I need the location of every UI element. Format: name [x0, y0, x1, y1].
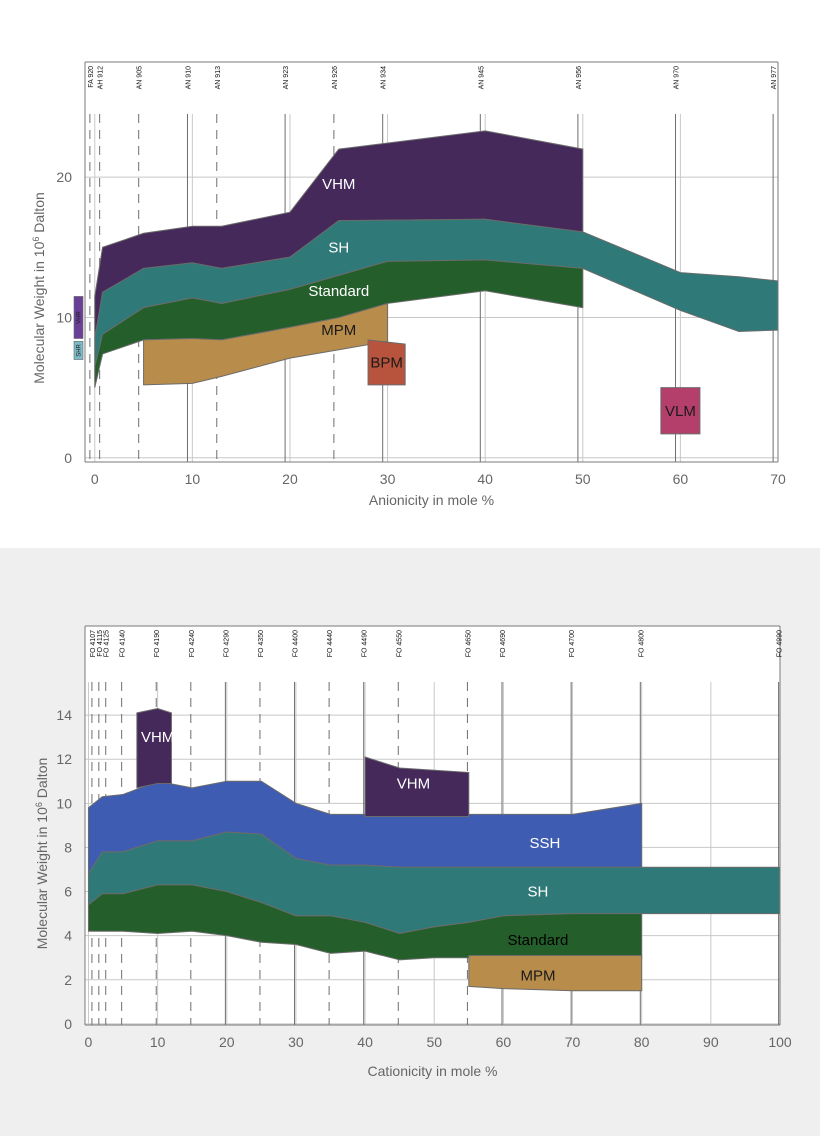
sidebar-shr-label: SHR	[77, 343, 83, 356]
product-label-fo-4125: FO 4125	[104, 630, 111, 657]
box-bpm-label: BPM	[370, 354, 403, 371]
sidebar-vhr-label: VHR	[77, 310, 83, 323]
y-tick-label: 2	[64, 972, 72, 988]
product-label-an-977: AN 977	[771, 66, 778, 89]
x-tick-label: 40	[357, 1034, 373, 1050]
product-label-an-956: AN 956	[576, 66, 583, 89]
product-label-an-913: AN 913	[215, 66, 222, 89]
y-axis-label-suffix: Dalton	[31, 192, 47, 236]
product-label-an-970: AN 970	[674, 66, 681, 89]
x-axis-label: Cationicity in mole %	[368, 1063, 498, 1079]
y-axis-label-suffix: Dalton	[34, 758, 50, 802]
product-label-fo-4440: FO 4440	[327, 630, 334, 657]
x-tick-label: 50	[426, 1034, 442, 1050]
band-ssh-label: SSH	[529, 835, 560, 852]
band-vhm-label: VHM	[397, 775, 430, 792]
product-label-fo-4400: FO 4400	[293, 630, 300, 657]
product-label-fo-4650: FO 4650	[465, 630, 472, 657]
y-tick-label: 12	[56, 751, 72, 767]
product-label-fo-4700: FO 4700	[569, 630, 576, 657]
y-tick-label: 4	[64, 928, 72, 944]
x-axis-label: Anionicity in mole %	[369, 492, 494, 508]
y-tick-label: 14	[56, 707, 72, 723]
band-mpm-label: MPM	[520, 967, 555, 984]
x-tick-label: 90	[703, 1034, 719, 1050]
x-tick-label: 100	[768, 1034, 792, 1050]
product-label-fo-4350: FO 4350	[258, 630, 265, 657]
x-tick-label: 20	[282, 471, 298, 487]
y-tick-label: 10	[56, 795, 72, 811]
product-label-fo-4690: FO 4690	[500, 630, 507, 657]
y-tick-label: 0	[64, 450, 72, 466]
band-standard-label: Standard	[308, 283, 369, 300]
x-tick-label: 10	[150, 1034, 166, 1050]
product-label-an-910: AN 910	[185, 66, 192, 89]
product-label-an-945: AN 945	[478, 66, 485, 89]
anionic-chart: BPM VLM VHM SH Standard MPM VHR SHR FA 920 AH 912…	[31, 61, 786, 508]
x-tick-label: 0	[85, 1034, 93, 1050]
band-vhm-area	[364, 756, 470, 818]
sidebar-vhr	[73, 296, 84, 339]
band-mpm-area	[143, 302, 389, 386]
box-vlm-area	[660, 387, 701, 435]
y-tick-label: 20	[56, 169, 72, 185]
band-mpm-label: MPM	[321, 322, 356, 339]
product-label-fo-4290: FO 4290	[223, 630, 230, 657]
x-tick-label: 30	[380, 471, 396, 487]
product-label-an-923: AN 923	[283, 66, 290, 89]
product-label-an-926: AN 926	[332, 66, 339, 89]
product-label-fo-4800: FO 4800	[638, 630, 645, 657]
y-axis-label-superscript: 6	[34, 802, 44, 807]
y-tick-label: 0	[64, 1016, 72, 1032]
band-vhm-label: VHM	[322, 176, 355, 193]
product-label-fo-4550: FO 4550	[396, 630, 403, 657]
x-tick-label: 60	[496, 1034, 512, 1050]
band-vhm-label: VHM	[141, 729, 174, 746]
product-label-fo-4990: FO 4990	[777, 630, 784, 657]
product-label-fo-4190: FO 4190	[154, 630, 161, 657]
y-axis-label: Molecular Weight in 106 Dalton	[31, 192, 47, 384]
product-label-an-934: AN 934	[381, 66, 388, 89]
x-tick-label: 30	[288, 1034, 304, 1050]
product-label-fa-920: FA 920	[88, 66, 95, 88]
band-sh-label: SH	[328, 239, 349, 256]
sidebar-shr	[73, 341, 84, 360]
product-label-fo-4107: FO 4107	[90, 630, 97, 657]
y-tick-label: 10	[56, 309, 72, 325]
product-label-fo-4140: FO 4140	[120, 630, 127, 657]
box-vlm-label: VLM	[665, 403, 696, 420]
x-tick-label: 50	[575, 471, 591, 487]
box-bpm-area	[367, 339, 406, 386]
band-vhm-area	[136, 707, 172, 789]
product-label-fo-4490: FO 4490	[362, 630, 369, 657]
cationic-chart-panel: SSH SH Standard MPM VHM VHM FO 4107 FO 4115 FO 4…	[0, 548, 820, 1136]
product-label-an-905: AN 905	[137, 66, 144, 89]
anionic-chart-panel: BPM VLM VHM SH Standard MPM VHR SHR FA 920 AH 912…	[0, 0, 820, 548]
y-tick-label: 8	[64, 839, 72, 855]
x-tick-label: 70	[565, 1034, 581, 1050]
x-tick-label: 10	[185, 471, 201, 487]
x-tick-label: 60	[673, 471, 689, 487]
product-label-ah-912: AH 912	[98, 66, 105, 89]
x-tick-label: 0	[91, 471, 99, 487]
y-axis-label: Molecular Weight in 106 Dalton	[34, 758, 50, 950]
y-axis-label-main: Molecular Weight in 10	[34, 807, 50, 949]
product-label-fo-4115: FO 4115	[97, 630, 104, 657]
x-tick-label: 80	[634, 1034, 650, 1050]
x-tick-label: 20	[219, 1034, 235, 1050]
y-tick-label: 6	[64, 884, 72, 900]
band-standard-label: Standard	[508, 932, 569, 949]
band-mpm-area	[468, 955, 643, 992]
product-label-fo-4240: FO 4240	[189, 630, 196, 657]
y-axis-label-superscript: 6	[31, 237, 41, 242]
y-axis-label-main: Molecular Weight in 10	[31, 241, 47, 383]
x-tick-label: 40	[477, 471, 493, 487]
x-tick-label: 70	[770, 471, 786, 487]
band-sh-label: SH	[528, 884, 549, 901]
